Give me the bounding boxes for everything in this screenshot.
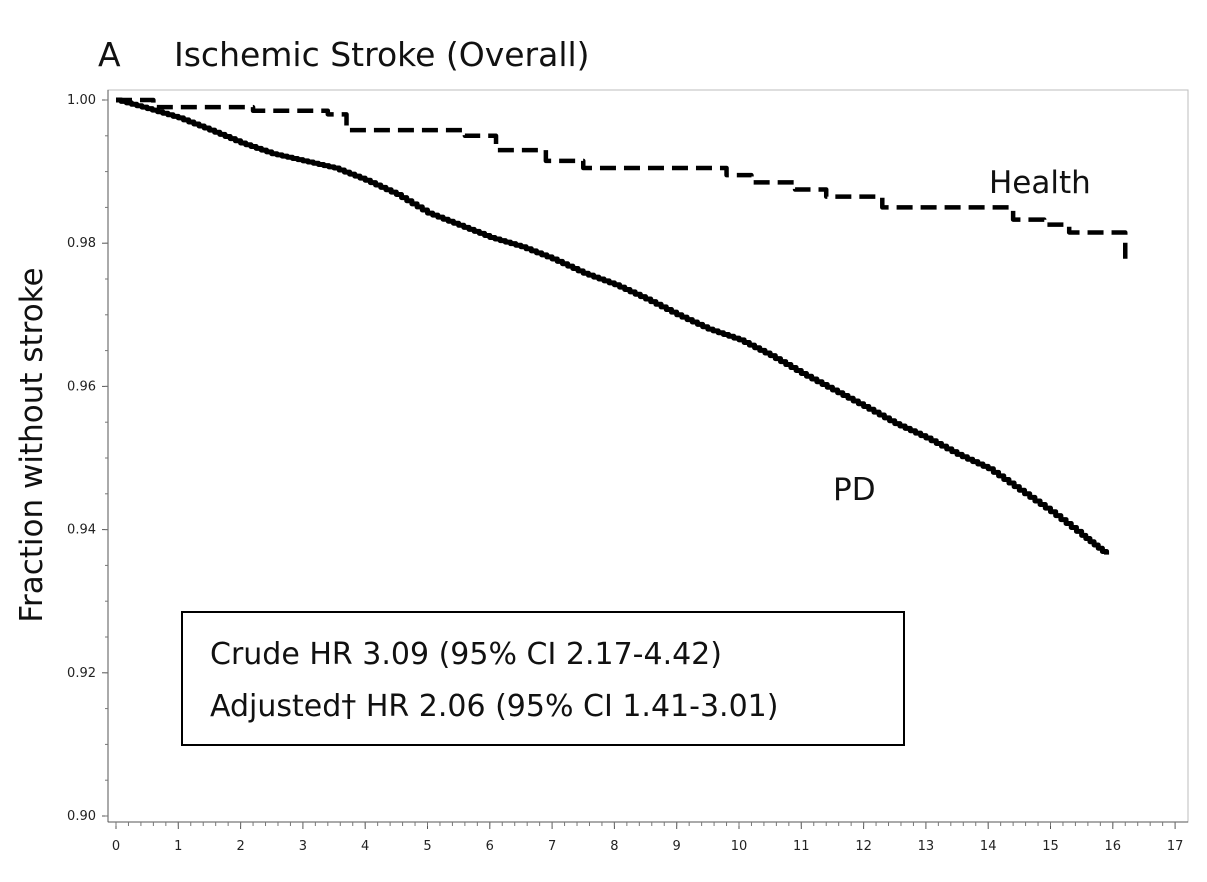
x-tick-label: 1 [174, 839, 182, 854]
y-axis-label: Fraction without stroke [14, 267, 50, 622]
chart-title: Ischemic Stroke (Overall) [174, 35, 590, 74]
x-tick-label: 14 [980, 839, 997, 854]
panel-letter: A [98, 35, 121, 74]
series-line-health [116, 97, 1128, 267]
y-tick-label: 0.92 [67, 666, 96, 681]
series-line-pd [116, 97, 1110, 555]
x-tick-label: 9 [673, 839, 681, 854]
x-tick-label: 12 [855, 839, 872, 854]
y-tick-label: 0.94 [67, 523, 96, 538]
x-tick-label: 3 [299, 839, 307, 854]
y-tick-label: 0.96 [67, 379, 96, 394]
x-tick-label: 4 [361, 839, 369, 854]
x-tick-label: 6 [486, 839, 494, 854]
y-tick-label: 1.00 [67, 93, 96, 108]
adjusted-hr-text: Adjusted† HR 2.06 (95% CI 1.41-3.01) [210, 689, 778, 724]
x-tick-label: 17 [1167, 839, 1184, 854]
y-tick-label: 0.90 [67, 809, 96, 824]
x-tick-label: 15 [1042, 839, 1059, 854]
x-tick-label: 16 [1105, 839, 1122, 854]
hazard-ratio-box: Crude HR 3.09 (95% CI 2.17-4.42) Adjuste… [181, 611, 905, 746]
hazard-ratio-frame [181, 611, 905, 746]
x-tick-label: 8 [610, 839, 618, 854]
y-axis: 0.90 0.92 0.94 0.96 0.98 1.00 [67, 90, 109, 824]
x-tick-label: 10 [731, 839, 748, 854]
series-label-pd: PD [833, 472, 876, 508]
x-tick-label: 7 [548, 839, 556, 854]
series-layer [116, 97, 1128, 555]
series-label-health: Health [989, 165, 1091, 201]
x-tick-label: 5 [423, 839, 431, 854]
x-axis: 0 1 2 3 4 5 6 7 8 9 10 11 12 13 14 15 16 17 [108, 821, 1188, 854]
x-tick-label: 2 [236, 839, 244, 854]
crude-hr-text: Crude HR 3.09 (95% CI 2.17-4.42) [210, 637, 722, 672]
x-tick-label: 13 [918, 839, 935, 854]
y-tick-label: 0.98 [67, 236, 96, 251]
x-tick-label: 0 [112, 839, 120, 854]
x-tick-label: 11 [793, 839, 810, 854]
